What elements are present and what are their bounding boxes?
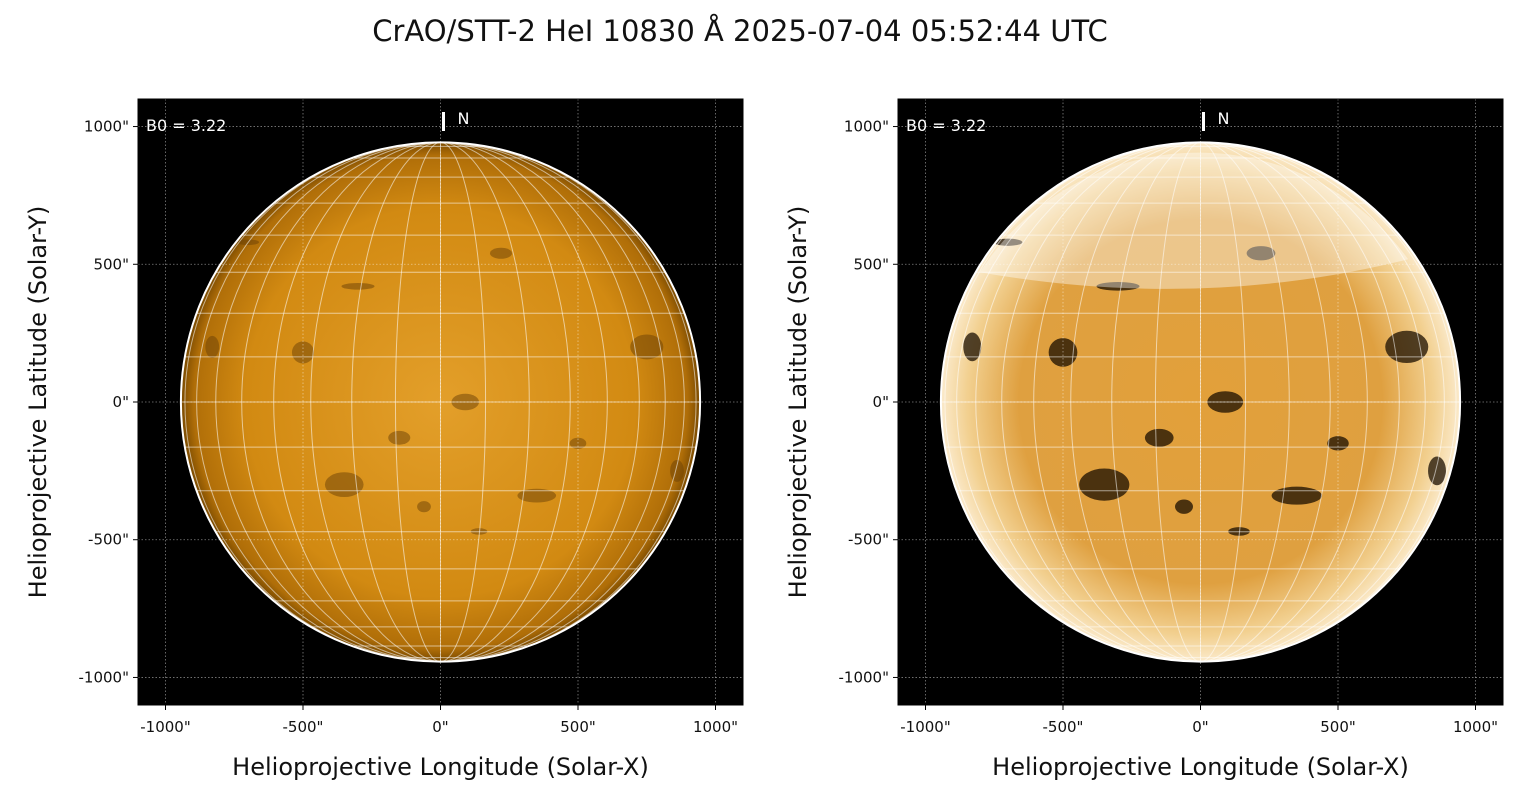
x-tick-label: -1000" [900,718,951,736]
y-tick-label: 1000" [844,118,889,136]
figure-title: CrAO/STT-2 HeI 10830 Å 2025-07-04 05:52:… [372,14,1108,48]
y-tick-label: 0" [113,393,129,411]
dark-filament [341,282,375,290]
y-tick-label: 500" [853,255,889,273]
dark-filament [1144,428,1174,447]
x-tick-label: -500" [1043,718,1084,736]
dark-filament [1079,468,1130,501]
dark-filament [417,501,431,513]
plot-frame [897,98,1504,706]
dark-filament [1271,486,1322,505]
y-tick-label: -1000" [79,668,130,686]
dark-filament [670,459,684,482]
y-tick-label: 1000" [84,118,129,136]
x-tick-label: -500" [283,718,324,736]
north-label: N [1218,109,1230,128]
x-tick-label: 1000" [1453,718,1498,736]
dark-filament [388,430,411,445]
b0-annotation: B0 = 3.22 [146,116,226,135]
dark-filament [630,334,664,360]
x-axis-label: Helioprojective Longitude (Solar-X) [992,753,1409,781]
dark-filament [517,488,557,503]
dark-filament [1428,456,1446,486]
dark-filament [963,332,982,362]
y-tick-label: -1000" [839,668,890,686]
bright-polar-region [979,152,1409,289]
b0-annotation: B0 = 3.22 [906,116,986,135]
y-tick-label: 500" [93,255,129,273]
x-tick-label: 1000" [693,718,738,736]
y-tick-label: 0" [873,393,889,411]
dark-filament [205,335,220,358]
dark-filament [1096,282,1140,291]
x-tick-label: -1000" [140,718,191,736]
x-tick-label: 500" [560,718,596,736]
x-tick-label: 500" [1320,718,1356,736]
dark-filament [1246,246,1276,261]
dark-filament [1175,499,1193,514]
y-axis-label: Helioprojective Latitude (Solar-Y) [784,206,812,599]
map-panel-1: -1000" 1000" -500" 500" 0" 0" 500" -500" 1000" -1… [24,98,744,781]
dark-filament [489,247,513,259]
x-axis-label: Helioprojective Longitude (Solar-X) [232,753,649,781]
y-tick-label: -500" [848,531,889,549]
y-axis-label: Helioprojective Latitude (Solar-Y) [24,206,52,599]
map-panel-2: -1000" 1000" -500" 500" 0" 0" 500" -500" 1000" -1… [784,98,1504,781]
y-tick-label: -500" [88,531,129,549]
north-label: N [458,109,470,128]
x-tick-label: 0" [1192,718,1208,736]
plot-frame [137,98,744,706]
x-tick-label: 0" [432,718,448,736]
